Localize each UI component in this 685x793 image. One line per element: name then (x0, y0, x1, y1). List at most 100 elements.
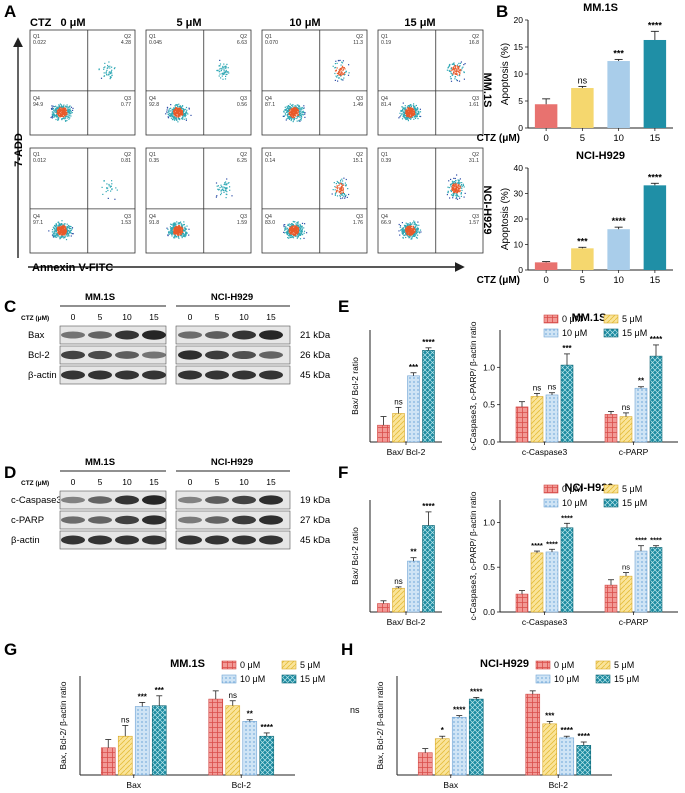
facs-event (297, 224, 299, 226)
quadrant-value: 16.8 (469, 40, 479, 46)
facs-event (452, 188, 454, 190)
panel-letter-a: A (4, 2, 16, 21)
facs-event (224, 71, 226, 73)
facs-event (107, 197, 109, 199)
facs-event (188, 107, 190, 109)
facs-event (176, 221, 178, 223)
facs-event (174, 226, 176, 228)
facs-event (175, 114, 177, 117)
facs-event (219, 73, 221, 75)
facs-event (174, 230, 177, 232)
facs-event (413, 112, 415, 114)
facs-event (171, 233, 174, 235)
facs-event (174, 105, 176, 107)
facs-event (291, 111, 293, 113)
facs-event (54, 224, 56, 227)
facs-event (293, 114, 295, 116)
facs-event (66, 106, 68, 108)
facs-event (288, 117, 290, 119)
facs-event (299, 107, 301, 109)
bar (100, 747, 116, 776)
quadrant-value: 97.1 (33, 220, 43, 226)
facs-event (179, 109, 181, 111)
facs-event (407, 231, 409, 233)
bar (392, 413, 405, 443)
facs-event (168, 109, 170, 112)
facs-event (405, 232, 407, 234)
facs-event (414, 223, 416, 225)
legend-label: 10 μM (562, 498, 587, 508)
facs-event (458, 184, 460, 186)
facs-event (185, 232, 187, 234)
facs-event (286, 105, 288, 108)
facs-event (285, 114, 287, 116)
facs-event (339, 74, 341, 76)
facs-event (401, 106, 403, 108)
facs-event (175, 111, 177, 113)
quadrant-value: 87.1 (265, 102, 275, 108)
facs-event (409, 224, 411, 226)
facs-event (347, 74, 350, 76)
facs-event (220, 194, 222, 196)
facs-event (175, 108, 177, 110)
facs-event (344, 197, 346, 199)
facs-event (296, 236, 298, 238)
quadrant-name: Q2 (356, 152, 363, 158)
facs-event (416, 231, 418, 233)
facs-event (416, 232, 418, 234)
facs-event (225, 70, 227, 72)
facs-event (177, 235, 180, 238)
facs-event (67, 232, 69, 234)
kda-label: 45 kDa (300, 535, 331, 546)
dose-label: 10 (122, 477, 132, 487)
facs-event (224, 182, 226, 184)
facs-event (60, 106, 62, 108)
facs-event (67, 226, 69, 228)
facs-event (402, 232, 404, 234)
facs-event (175, 104, 177, 106)
facs-event (291, 233, 293, 235)
facs-event (178, 222, 180, 224)
facs-event (449, 197, 451, 199)
facs-event (338, 74, 340, 76)
facs-event (297, 109, 299, 112)
facs-event (294, 230, 296, 232)
facs-event (287, 223, 289, 225)
facs-event (180, 229, 182, 231)
facs-event (299, 233, 301, 235)
facs-event (169, 226, 171, 228)
quadrant-value: 0.35 (149, 158, 159, 164)
facs-event (225, 69, 227, 71)
facs-event (178, 110, 180, 113)
legend-swatch (281, 660, 297, 670)
facs-event (225, 75, 227, 77)
facs-event (62, 107, 64, 110)
facs-event (170, 107, 172, 109)
facs-event (69, 231, 72, 233)
facs-event (173, 107, 176, 109)
protein-label: β-actin (28, 370, 57, 381)
significance-label: **** (470, 687, 483, 696)
y-tick-label: 5 (518, 96, 523, 106)
facs-event (292, 237, 295, 239)
legend-label: 15 μM (300, 674, 325, 684)
facs-event (167, 113, 169, 115)
facs-event (288, 108, 290, 110)
facs-event (458, 74, 460, 76)
facs-event (450, 67, 452, 69)
facs-event (452, 195, 454, 197)
facs-event (57, 119, 60, 121)
dose-label: 0 (188, 477, 193, 487)
facs-event (297, 110, 299, 112)
significance-label: **** (648, 172, 663, 182)
facs-event (181, 232, 183, 234)
facs-event (175, 232, 177, 235)
facs-event (55, 109, 57, 111)
facs-event (173, 222, 175, 224)
legend-label: 5 μM (300, 660, 320, 670)
facs-event (181, 229, 183, 231)
facs-event (415, 104, 417, 107)
facs-event (462, 66, 464, 68)
blot-band (178, 331, 202, 339)
facs-event (454, 193, 456, 195)
